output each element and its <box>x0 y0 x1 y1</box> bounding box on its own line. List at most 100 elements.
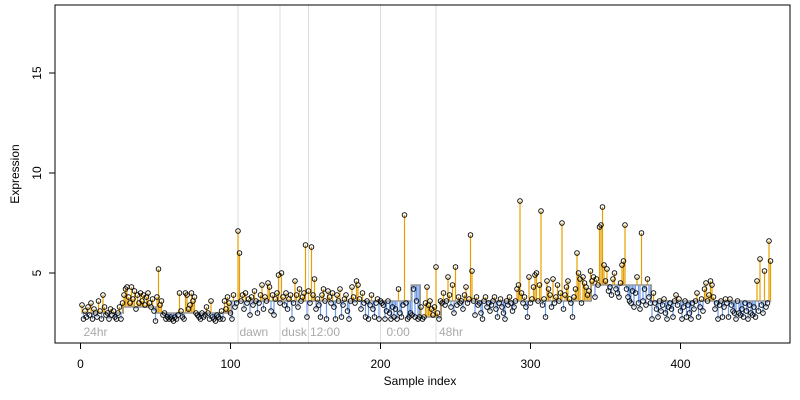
point <box>470 298 477 304</box>
point <box>116 304 123 310</box>
point <box>740 314 747 320</box>
point <box>191 294 198 300</box>
point <box>761 268 768 274</box>
point <box>256 300 262 306</box>
point <box>403 300 409 306</box>
point <box>128 284 135 290</box>
point <box>568 300 574 306</box>
point <box>710 294 717 300</box>
point <box>100 292 106 298</box>
point <box>536 282 543 288</box>
x-tick-label: 100 <box>220 357 240 371</box>
point <box>595 282 601 288</box>
point <box>89 316 96 322</box>
point <box>358 306 364 312</box>
point <box>497 296 504 302</box>
point <box>547 292 553 298</box>
point <box>461 292 468 298</box>
point <box>365 316 372 322</box>
point <box>685 302 691 308</box>
point <box>334 292 340 298</box>
point <box>515 282 522 288</box>
point <box>512 298 519 304</box>
point <box>449 282 456 288</box>
point <box>751 304 757 310</box>
point <box>448 304 454 310</box>
point <box>668 306 675 312</box>
point <box>733 316 739 322</box>
point <box>176 290 183 296</box>
point <box>451 310 457 316</box>
point <box>476 300 483 306</box>
point <box>292 278 298 284</box>
point <box>530 284 537 290</box>
point <box>434 310 441 316</box>
point <box>431 304 438 310</box>
point <box>329 290 336 296</box>
point <box>562 292 568 298</box>
point <box>656 298 663 304</box>
point <box>611 270 618 276</box>
point <box>343 292 349 298</box>
x-tick-label: 300 <box>520 357 540 371</box>
point <box>325 288 331 294</box>
point <box>703 280 709 286</box>
point <box>622 222 628 228</box>
point <box>572 286 579 292</box>
point <box>664 316 670 322</box>
point <box>88 300 94 306</box>
point <box>727 296 733 302</box>
point <box>539 302 546 308</box>
point <box>641 286 648 292</box>
point <box>337 286 343 292</box>
point <box>638 230 645 236</box>
point <box>560 306 567 312</box>
point <box>550 276 556 282</box>
point <box>307 300 313 306</box>
point <box>413 298 420 304</box>
point <box>734 298 741 304</box>
point <box>272 296 279 302</box>
point <box>469 268 475 274</box>
point <box>295 304 301 310</box>
point <box>508 300 514 306</box>
point <box>368 292 375 298</box>
x-tick-label: 200 <box>370 357 390 371</box>
point <box>635 300 642 306</box>
plot-frame <box>54 4 791 344</box>
point <box>284 306 291 312</box>
point <box>701 286 708 292</box>
point <box>410 286 417 292</box>
point <box>133 306 139 312</box>
point <box>355 282 361 288</box>
point <box>649 316 655 322</box>
point <box>646 294 652 300</box>
point <box>86 312 93 318</box>
point <box>446 292 453 298</box>
point <box>655 314 661 320</box>
point <box>551 300 558 306</box>
point <box>553 294 559 300</box>
point <box>479 316 486 322</box>
point <box>545 286 552 292</box>
point <box>145 290 151 296</box>
point <box>698 296 705 302</box>
point <box>529 296 535 302</box>
point <box>104 310 111 316</box>
point <box>460 306 466 312</box>
point <box>304 314 310 320</box>
point <box>758 302 765 308</box>
point <box>340 302 346 308</box>
point <box>709 282 715 288</box>
point <box>241 306 247 312</box>
point <box>250 302 256 308</box>
point <box>224 294 231 300</box>
point <box>97 308 103 314</box>
point <box>682 298 688 304</box>
y-tick-label: 15 <box>30 66 44 80</box>
point <box>289 316 295 322</box>
point <box>592 294 598 300</box>
point <box>359 290 366 296</box>
point <box>344 308 351 314</box>
